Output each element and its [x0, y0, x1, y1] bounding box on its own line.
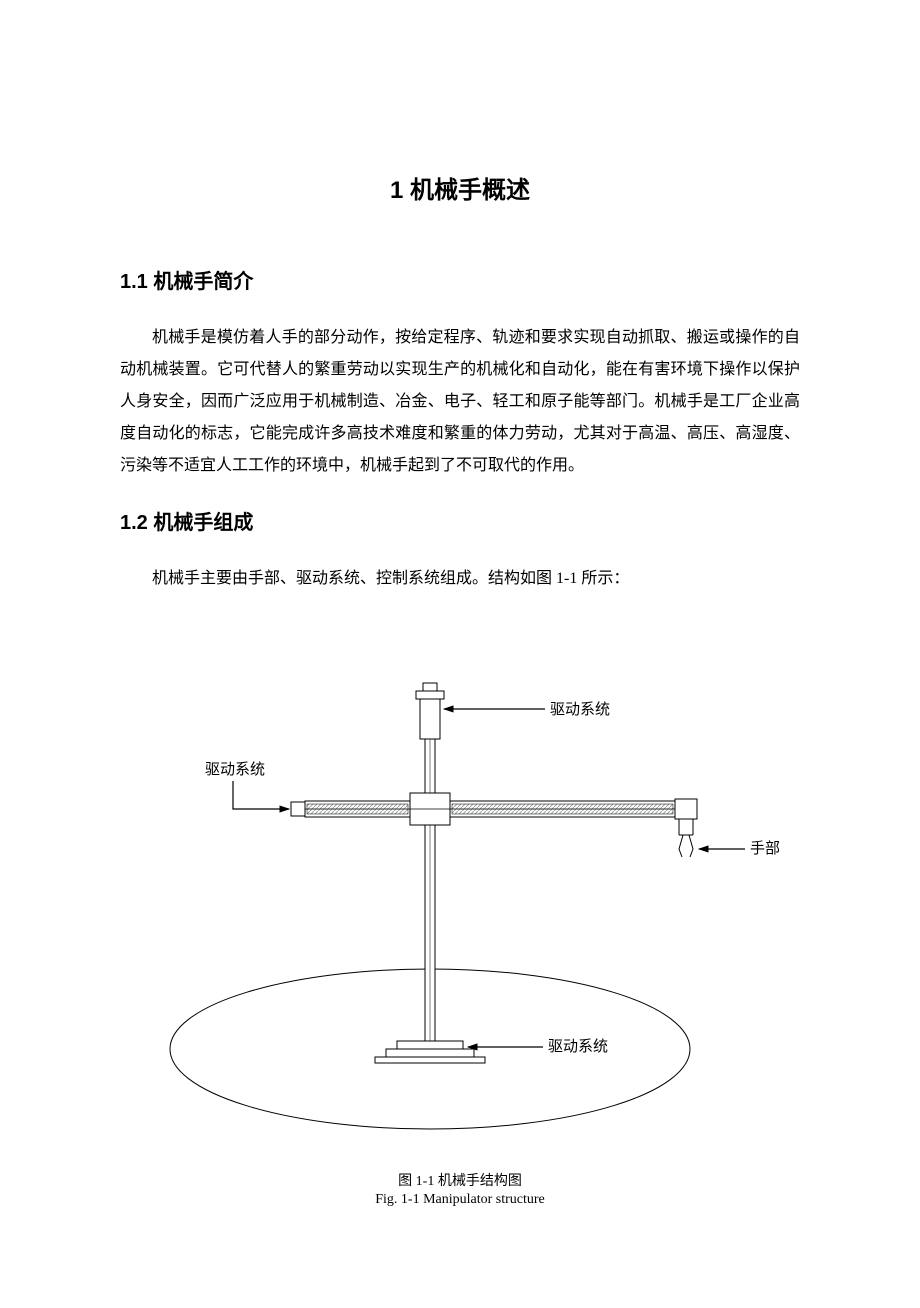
- svg-text:驱动系统: 驱动系统: [550, 701, 610, 718]
- section-1-paragraph-1: 机械手是模仿着人手的部分动作，按给定程序、轨迹和要求实现自动抓取、搬运或操作的自…: [120, 322, 800, 482]
- svg-text:驱动系统: 驱动系统: [548, 1038, 608, 1055]
- manipulator-diagram: 驱动系统驱动系统手部驱动系统: [130, 619, 790, 1159]
- figure-caption-en: Fig. 1-1 Manipulator structure: [120, 1192, 800, 1208]
- svg-text:手部: 手部: [750, 840, 780, 857]
- section-1-title: 1.1 机械手简介: [120, 265, 800, 294]
- figure-1-1: 驱动系统驱动系统手部驱动系统 图 1-1 机械手结构图 Fig. 1-1 Man…: [120, 619, 800, 1208]
- document-page: 1 机械手概述 1.1 机械手简介 机械手是模仿着人手的部分动作，按给定程序、轨…: [0, 0, 920, 1308]
- figure-caption-cn: 图 1-1 机械手结构图: [120, 1170, 800, 1190]
- section-2-title: 1.2 机械手组成: [120, 506, 800, 535]
- chapter-title: 1 机械手概述: [120, 170, 800, 205]
- svg-text:驱动系统: 驱动系统: [205, 761, 265, 778]
- section-2-paragraph-1: 机械手主要由手部、驱动系统、控制系统组成。结构如图 1-1 所示：: [120, 563, 800, 595]
